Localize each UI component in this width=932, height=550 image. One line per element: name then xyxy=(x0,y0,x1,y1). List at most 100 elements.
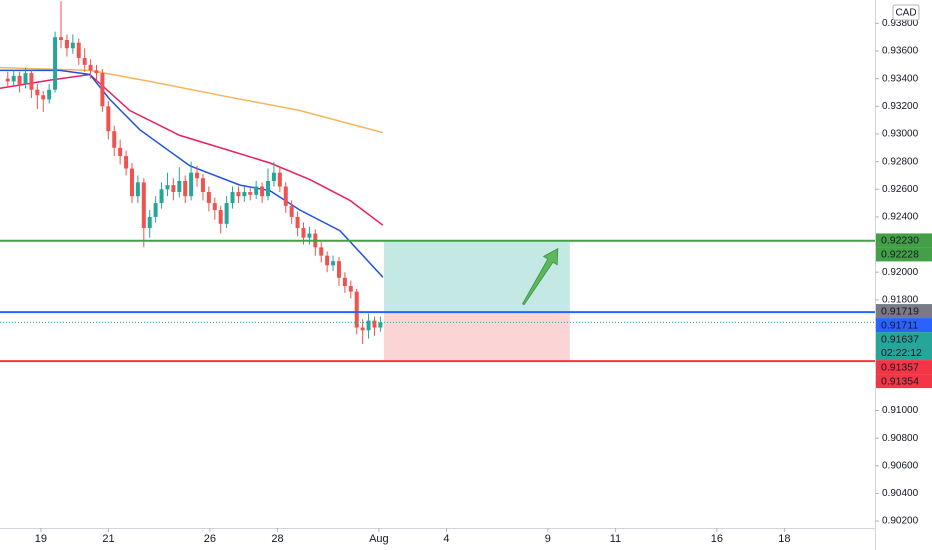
candle-body xyxy=(64,39,69,49)
candle-body xyxy=(94,70,99,74)
y-tick-label: 0.93800 xyxy=(882,18,919,29)
candle-body xyxy=(200,178,205,193)
y-tick-label: 0.90400 xyxy=(882,488,919,499)
candle-body xyxy=(159,189,164,204)
candle-body xyxy=(195,172,200,179)
price-label: 0.92228 xyxy=(876,247,932,262)
price-label-box xyxy=(876,318,932,333)
moving-average xyxy=(0,73,384,226)
loss-zone xyxy=(383,312,570,362)
candle-body xyxy=(218,210,223,224)
candle-body xyxy=(47,89,52,100)
plot-area xyxy=(0,1,875,363)
candle-body xyxy=(17,75,22,85)
price-label-box xyxy=(876,332,932,361)
candle-body xyxy=(342,277,347,287)
price-label-box xyxy=(876,233,932,248)
currency-badge: CAD xyxy=(892,4,920,21)
candle-body xyxy=(165,185,170,190)
price-label-text: 0.91357 xyxy=(881,361,919,373)
y-tick-label: 0.90200 xyxy=(882,516,919,527)
currency: CAD xyxy=(895,8,916,19)
candle-body xyxy=(189,172,194,197)
price-label-text: 0.92230 xyxy=(881,235,919,247)
candle-body xyxy=(325,255,330,266)
price-label: 0.91354 xyxy=(876,374,932,389)
candle-body xyxy=(224,203,229,224)
candle-body xyxy=(260,186,265,197)
candle-body xyxy=(100,73,105,107)
x-tick-label: 21 xyxy=(102,533,114,545)
y-tick-label: 0.92800 xyxy=(882,156,919,167)
candle-body xyxy=(206,192,211,204)
candle-body xyxy=(236,192,241,197)
y-tick-label: 0.93600 xyxy=(882,46,919,57)
candle-body xyxy=(230,192,235,204)
candle-body xyxy=(177,180,182,193)
candle-body xyxy=(183,180,188,197)
candle-body xyxy=(11,75,16,82)
candle-body xyxy=(171,185,176,193)
candle-body xyxy=(82,57,87,65)
y-tick-label: 0.92000 xyxy=(882,267,919,278)
y-tick-label: 0.93000 xyxy=(882,129,919,140)
price-label: 0.91357 xyxy=(876,360,932,375)
y-tick-label: 0.91000 xyxy=(882,405,919,416)
candle-body xyxy=(378,322,383,328)
candle-body xyxy=(271,172,276,181)
candle-body xyxy=(129,168,134,197)
candle-body xyxy=(254,186,259,195)
x-tick-label: 11 xyxy=(610,533,621,545)
y-tick-label: 0.92600 xyxy=(882,184,919,195)
price-label-box xyxy=(876,247,932,262)
candle-body xyxy=(59,37,64,40)
candle-body xyxy=(336,261,341,278)
price-label: 0.92230 xyxy=(876,233,932,248)
currency-box xyxy=(892,4,920,21)
candle-body xyxy=(76,42,81,58)
y-tick-label: 0.92400 xyxy=(882,212,919,223)
price-label-text: 0.92228 xyxy=(881,249,919,261)
price-label: 0.91711 xyxy=(876,318,932,333)
candle-body xyxy=(360,327,365,331)
candle-body xyxy=(153,203,158,217)
x-tick-label: 19 xyxy=(35,533,47,545)
price-label: 0.91719 xyxy=(876,304,932,319)
candle-body xyxy=(295,216,300,228)
candle-body xyxy=(366,320,371,331)
y-tick-label: 0.93200 xyxy=(882,101,919,112)
candle-body xyxy=(135,182,140,197)
candle-body xyxy=(212,203,217,211)
candle-body xyxy=(307,233,312,238)
moving-average xyxy=(0,66,384,134)
x-tick-label: 9 xyxy=(545,533,551,545)
candle-body xyxy=(331,261,336,266)
price-label-text: 0.91637 xyxy=(881,333,919,345)
x-tick-label: 28 xyxy=(271,533,283,545)
y-tick-label: 0.91800 xyxy=(882,295,919,306)
price-label-box xyxy=(876,360,932,375)
candle-body xyxy=(141,182,146,228)
x-tick-label: 4 xyxy=(443,533,449,545)
candle-body xyxy=(88,64,93,71)
trend-arrow xyxy=(522,248,559,306)
candle-body xyxy=(112,131,117,148)
candle-body xyxy=(41,95,46,100)
candle-body xyxy=(106,106,111,132)
candle-body xyxy=(53,37,58,90)
candle-body xyxy=(266,180,271,197)
candle-body xyxy=(124,156,129,169)
candle-body xyxy=(248,192,253,195)
candle-body xyxy=(23,73,28,85)
moving-average xyxy=(0,69,384,278)
candle-body xyxy=(118,147,123,157)
candle-body xyxy=(354,291,359,328)
y-tick-label: 0.90800 xyxy=(882,433,919,444)
candle-body xyxy=(319,247,324,256)
candle-body xyxy=(277,172,282,187)
price-label-box xyxy=(876,304,932,319)
candle-body xyxy=(289,205,294,217)
candle-body xyxy=(283,186,288,206)
x-tick-label: 16 xyxy=(711,533,723,545)
candle-body xyxy=(242,192,247,197)
